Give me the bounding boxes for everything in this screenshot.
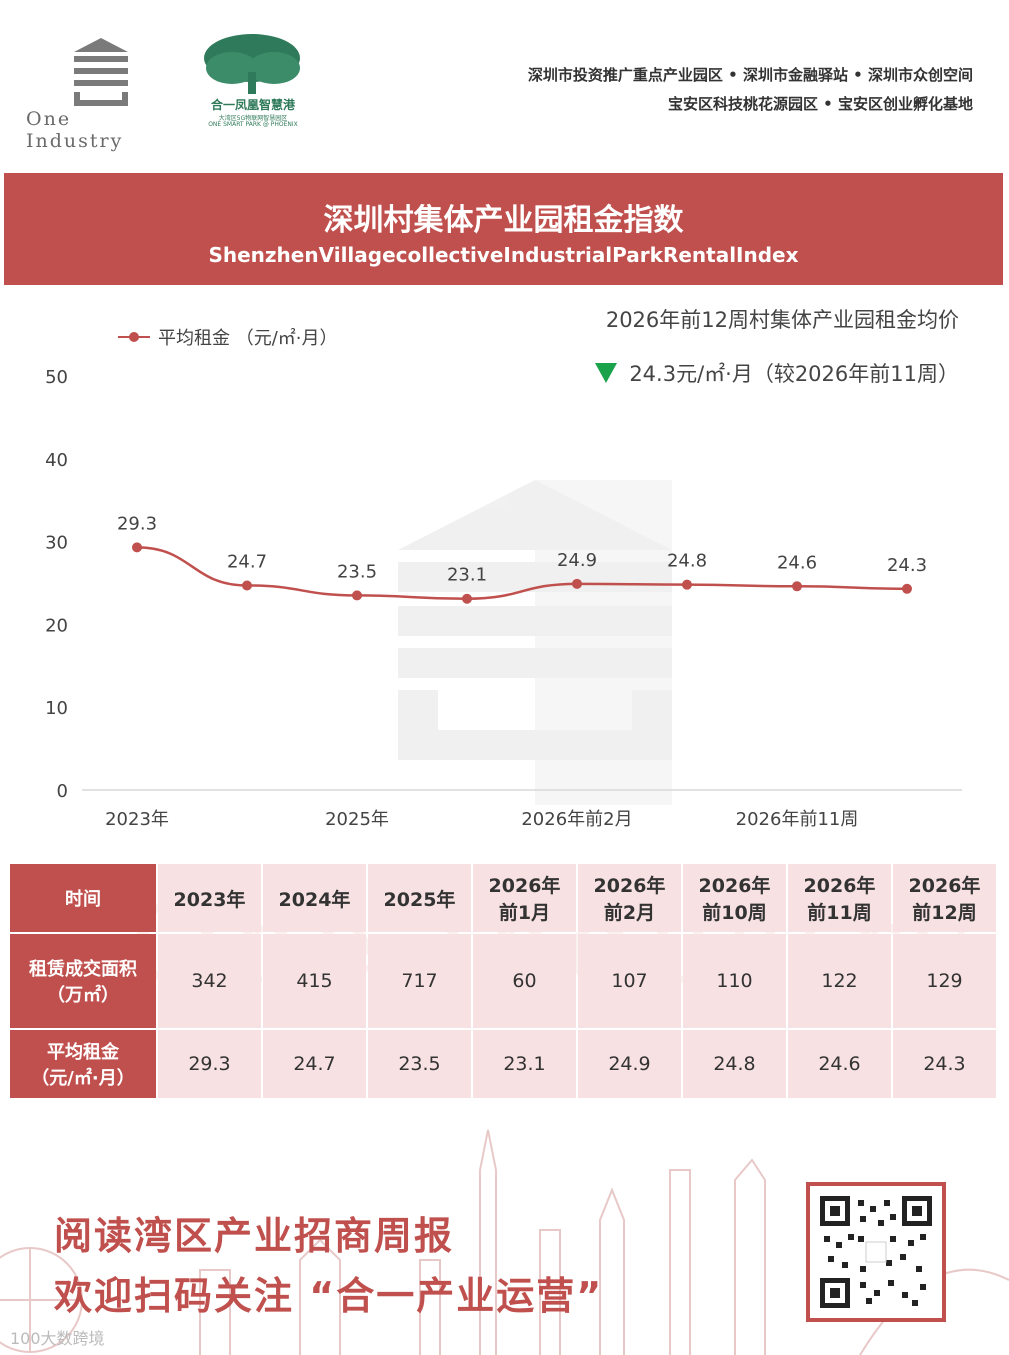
tagline-line-1: 深圳市投资推广重点产业园区 • 深圳市金融驿站 • 深圳市众创空间 xyxy=(527,66,973,84)
rent-data-table: 时间 2023年 2024年 2025年 2026年 前1月 2026年 前2月 2… xyxy=(8,862,998,1100)
table-cell: 23.5 xyxy=(368,1030,471,1098)
table-header-time: 时间 xyxy=(10,864,156,932)
data-label: 24.3 xyxy=(887,555,927,576)
table-cell: 24.3 xyxy=(893,1030,996,1098)
qr-code[interactable] xyxy=(806,1182,946,1322)
summary-value: 24.3元/㎡·月（较2026年前11周） xyxy=(595,358,959,388)
summary-value-text: 24.3元/㎡·月（较2026年前11周） xyxy=(629,362,959,386)
data-label: 24.8 xyxy=(667,551,707,572)
data-point xyxy=(242,580,252,591)
x-tick-label: 2026年前11周 xyxy=(736,809,859,830)
table-col-header: 2026年 前11周 xyxy=(788,864,891,932)
smart-park-name: 合一凤凰智慧港 xyxy=(210,98,295,112)
footer-headline: 阅读湾区产业招商周报 xyxy=(54,1214,455,1258)
y-tick-label: 50 xyxy=(45,367,68,388)
data-point xyxy=(682,579,692,590)
data-point xyxy=(792,581,802,592)
table-cell: 24.8 xyxy=(683,1030,786,1098)
data-point xyxy=(902,583,912,594)
table-cell: 129 xyxy=(893,934,996,1028)
table-row-rent: 平均租金 （元/㎡·月） 29.3 24.7 23.5 23.1 24.9 24.… xyxy=(10,1030,996,1098)
table-cell: 110 xyxy=(683,934,786,1028)
table-row-label: 平均租金 （元/㎡·月） xyxy=(10,1030,156,1098)
x-tick-label: 2025年 xyxy=(325,809,389,830)
watermark-logo-icon xyxy=(398,480,672,805)
table-cell: 60 xyxy=(473,934,576,1028)
table-row-label: 租赁成交面积 （万㎡） xyxy=(10,934,156,1028)
table-cell: 415 xyxy=(263,934,366,1028)
table-cell: 24.7 xyxy=(263,1030,366,1098)
data-point xyxy=(572,578,582,589)
table-row-area: 租赁成交面积 （万㎡） 342 415 717 60 107 110 122 12… xyxy=(10,934,996,1028)
table-cell: 29.3 xyxy=(158,1030,261,1098)
data-point xyxy=(352,590,362,601)
chart-legend: 平均租金 （元/㎡·月） xyxy=(118,324,338,350)
data-label: 29.3 xyxy=(117,513,157,534)
y-tick-label: 30 xyxy=(45,533,68,554)
y-tick-label: 10 xyxy=(45,698,68,719)
smart-park-subtitle-en: ONE SMART PARK @ PHOENIX xyxy=(208,121,298,128)
footer-cta: 欢迎扫码关注 “合一产业运营” xyxy=(54,1274,604,1318)
page-subtitle: ShenzhenVillagecollectiveIndustrialParkR… xyxy=(208,243,799,267)
table-col-header: 2026年 前1月 xyxy=(473,864,576,932)
y-tick-label: 0 xyxy=(57,781,68,802)
data-point xyxy=(132,542,142,553)
y-tick-label: 40 xyxy=(45,450,68,471)
data-label: 23.5 xyxy=(337,561,377,582)
table-cell: 122 xyxy=(788,934,891,1028)
table-col-header: 2026年 前10周 xyxy=(683,864,786,932)
qr-code-icon xyxy=(820,1196,932,1308)
one-industry-logo-text: One Industry xyxy=(26,108,124,152)
smart-park-subtitle: 大湾区5G物联网智慧园区 xyxy=(218,115,288,122)
table-col-header: 2026年 前2月 xyxy=(578,864,681,932)
summary-title: 2026年前12周村集体产业园租金均价 xyxy=(605,308,959,332)
page-title: 深圳村集体产业园租金指数 xyxy=(323,203,684,238)
x-tick-label: 2026年前2月 xyxy=(521,809,632,830)
data-label: 24.6 xyxy=(777,552,817,573)
data-label: 23.1 xyxy=(447,565,487,586)
x-tick-label: 2023年 xyxy=(105,809,169,830)
legend-line-marker-icon xyxy=(118,330,150,344)
down-triangle-icon xyxy=(595,363,618,383)
data-label: 24.9 xyxy=(557,550,597,571)
table-cell: 24.9 xyxy=(578,1030,681,1098)
table-cell: 24.6 xyxy=(788,1030,891,1098)
table-header-row: 时间 2023年 2024年 2025年 2026年 前1月 2026年 前2月 2… xyxy=(10,864,996,932)
legend-label: 平均租金 （元/㎡·月） xyxy=(158,328,338,349)
one-industry-logo-icon xyxy=(74,38,128,106)
source-watermark: 100大数跨境 xyxy=(10,1329,105,1348)
table-col-header: 2026年 前12周 xyxy=(893,864,996,932)
data-label: 24.7 xyxy=(227,551,267,572)
title-banner: 深圳村集体产业园租金指数 ShenzhenVillagecollectiveIn… xyxy=(4,173,1003,285)
table-cell: 717 xyxy=(368,934,471,1028)
table-col-header: 2024年 xyxy=(263,864,366,932)
table-col-header: 2025年 xyxy=(368,864,471,932)
tagline-line-2: 宝安区科技桃花源园区 • 宝安区创业孵化基地 xyxy=(667,95,973,113)
rent-chart: 0 10 20 30 40 50 2023年 2025年 2026年前2月 2026年前11周 … xyxy=(0,290,1009,850)
y-tick-label: 20 xyxy=(45,615,68,636)
table-cell: 342 xyxy=(158,934,261,1028)
data-point xyxy=(462,593,472,604)
table-cell: 107 xyxy=(578,934,681,1028)
table-cell: 23.1 xyxy=(473,1030,576,1098)
table-col-header: 2023年 xyxy=(158,864,261,932)
smart-park-tree-logo-icon xyxy=(204,34,300,94)
